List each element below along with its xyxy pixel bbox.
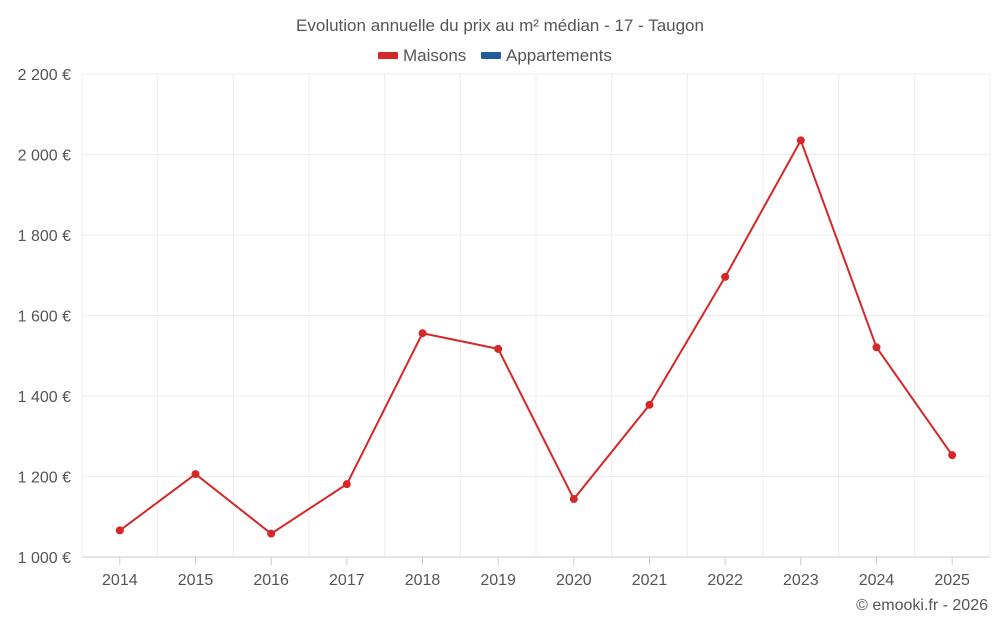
data-point-maisons[interactable] bbox=[494, 344, 503, 353]
y-axis: 1 000 € 1 200 € 1 400 € 1 600 € 1 800 € 2 000… bbox=[18, 67, 71, 567]
data-point-maisons[interactable] bbox=[948, 451, 957, 460]
x-tick-label: 2020 bbox=[556, 572, 592, 589]
data-point-maisons[interactable] bbox=[418, 329, 427, 338]
x-tick-label: 2014 bbox=[102, 572, 138, 589]
grid bbox=[81, 73, 991, 558]
x-tick-label: 2024 bbox=[859, 572, 895, 589]
legend: Maisons Appartements bbox=[378, 46, 612, 65]
x-tick-label: 2019 bbox=[480, 572, 516, 589]
y-tick-label: 1 800 € bbox=[18, 228, 71, 245]
data-point-maisons[interactable] bbox=[191, 470, 200, 479]
legend-label-maisons: Maisons bbox=[403, 46, 466, 65]
x-tick-label: 2015 bbox=[178, 572, 214, 589]
legend-swatch-maisons bbox=[378, 52, 398, 59]
x-tick-label: 2017 bbox=[329, 572, 365, 589]
credit-text: © emooki.fr - 2026 bbox=[856, 597, 988, 614]
x-tick-label: 2021 bbox=[632, 572, 668, 589]
y-tick-label: 1 200 € bbox=[18, 470, 71, 487]
data-point-maisons[interactable] bbox=[645, 400, 654, 409]
data-point-maisons[interactable] bbox=[872, 343, 881, 352]
data-point-maisons[interactable] bbox=[721, 272, 730, 281]
y-tick-label: 1 000 € bbox=[18, 550, 71, 567]
legend-label-appartements: Appartements bbox=[506, 46, 612, 65]
legend-item-maisons[interactable]: Maisons bbox=[378, 46, 466, 65]
data-point-maisons[interactable] bbox=[569, 495, 578, 504]
x-axis: 2014 2015 2016 2017 2018 2019 2020 2021 2022 2023… bbox=[82, 556, 990, 589]
data-point-maisons[interactable] bbox=[342, 480, 351, 489]
series-layer bbox=[115, 136, 957, 538]
legend-item-appartements[interactable]: Appartements bbox=[481, 46, 612, 65]
series-line-maisons bbox=[119, 139, 953, 535]
data-point-maisons[interactable] bbox=[115, 526, 124, 535]
y-tick-label: 1 600 € bbox=[18, 309, 71, 326]
y-tick-label: 1 400 € bbox=[18, 389, 71, 406]
x-tick-label: 2022 bbox=[707, 572, 743, 589]
data-point-maisons[interactable] bbox=[796, 136, 805, 145]
x-tick-label: 2025 bbox=[934, 572, 970, 589]
data-point-maisons[interactable] bbox=[267, 529, 276, 538]
x-tick-label: 2023 bbox=[783, 572, 819, 589]
x-tick-label: 2016 bbox=[253, 572, 289, 589]
chart-title: Evolution annuelle du prix au m² médian … bbox=[296, 16, 704, 35]
y-tick-label: 2 000 € bbox=[18, 148, 71, 165]
x-tick-label: 2018 bbox=[405, 572, 441, 589]
y-tick-label: 2 200 € bbox=[18, 67, 71, 84]
legend-swatch-appartements bbox=[481, 52, 501, 59]
